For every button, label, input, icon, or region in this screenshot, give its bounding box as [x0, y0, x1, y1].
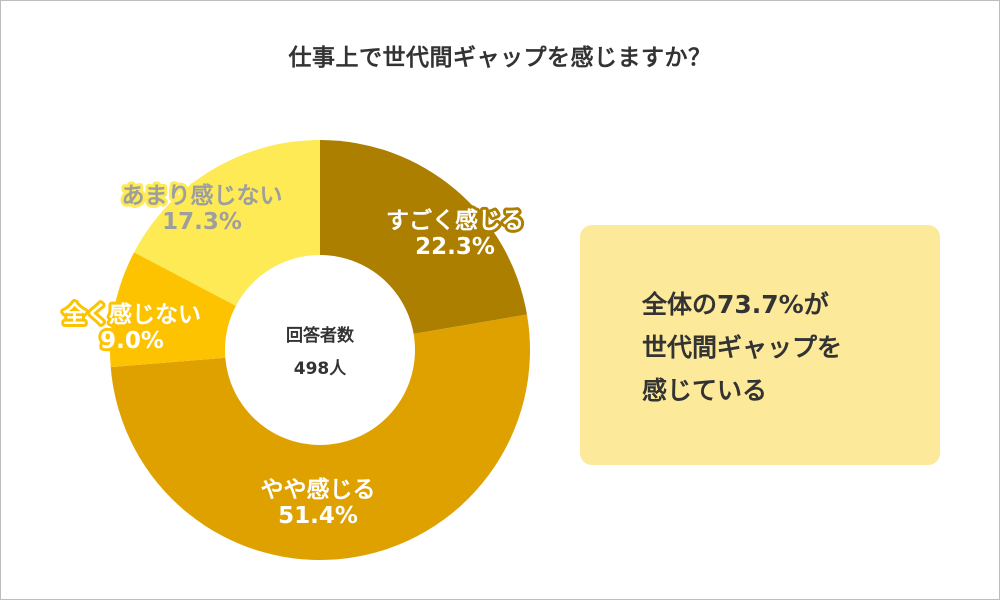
callout-line-1: 全体の73.7%が: [642, 290, 829, 319]
slice-label-yaya: やや感じる: [261, 476, 376, 503]
slice-value-sugoku: 22.3%: [415, 234, 495, 260]
slice-value-yaya: 51.4%: [278, 503, 358, 529]
callout-line-2: 世代間ギャップを: [642, 333, 843, 362]
donut-hole: [225, 255, 415, 445]
center-label: 回答者数: [286, 325, 355, 346]
slice-label-sugoku: すごく感じる: [386, 207, 524, 234]
chart-title: 仕事上で世代間ギャップを感じますか？: [288, 45, 712, 71]
center-value: 498人: [294, 359, 347, 379]
slice-label-mattaku: 全く感じない: [62, 301, 201, 328]
callout-line-3: 感じている: [642, 376, 768, 405]
slice-label-amari: あまり感じない: [122, 182, 283, 209]
slice-value-amari: 17.3%: [162, 209, 242, 235]
slice-value-mattaku: 9.0%: [100, 328, 164, 354]
summary-callout: 全体の73.7%が 世代間ギャップを 感じている: [580, 225, 940, 465]
